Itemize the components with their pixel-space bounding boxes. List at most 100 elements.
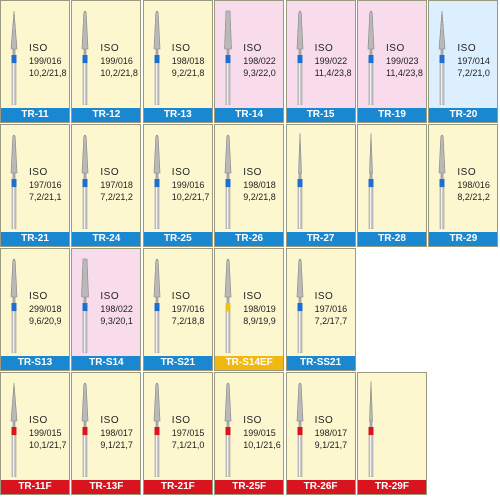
diamond-bur-icon [82, 382, 89, 477]
iso-dimensions: 8,2/21,2 [457, 192, 490, 202]
color-band [154, 303, 160, 311]
bur-shank-highlight [370, 63, 371, 105]
bur-neck [226, 421, 230, 427]
bur-spec: ISO 197/016 7,2/17,7 [315, 291, 348, 327]
iso-label: ISO [457, 167, 477, 178]
diamond-bur-icon [153, 134, 161, 229]
bur-neck [440, 173, 444, 179]
iso-label: ISO [29, 167, 48, 178]
iso-code: 198/018 [171, 56, 205, 66]
iso-dimensions: 10,2/21,7 [171, 192, 210, 202]
bur-code-label: TR-26 [215, 232, 284, 246]
iso-label: ISO [171, 415, 191, 426]
diamond-grit [439, 134, 446, 174]
bur-card: ISO 199/016 10,2/21,7 TR-25 [142, 124, 213, 247]
bur-card: ISO 197/018 7,2/21,2 TR-24 [71, 124, 142, 247]
bur-shank-highlight [370, 187, 371, 229]
bur-spec: ISO 197/018 7,2/21,2 [100, 167, 133, 203]
bur-card: ISO 199/015 10,1/21,6 TR-25F [214, 372, 285, 495]
bur-code-label: TR-21F [143, 480, 212, 494]
diamond-grit [153, 258, 161, 298]
color-band [154, 179, 160, 187]
iso-dimensions: 7,2/21,2 [100, 192, 133, 202]
bur-code-label: TR-S21 [143, 356, 212, 370]
iso-code: 197/016 [171, 304, 205, 314]
iso-label: ISO [171, 43, 191, 54]
bur-shank-highlight [155, 63, 157, 105]
bur-shank-highlight [13, 63, 14, 105]
diamond-grit [296, 382, 303, 422]
diamond-bur-icon [368, 132, 374, 229]
bur-spec: ISO 197/016 7,2/21,1 [29, 167, 62, 203]
bur-shank-highlight [227, 311, 229, 353]
bur-neck [83, 49, 87, 55]
bur-code-label: TR-11 [1, 108, 69, 122]
diamond-grit [82, 10, 89, 50]
bur-code-label: TR-S14EF [215, 356, 284, 370]
diamond-grit [369, 380, 373, 422]
diamond-grit [369, 132, 373, 174]
bur-code-label: TR-29F [358, 480, 426, 494]
diamond-bur-icon [153, 10, 161, 105]
bur-neck [298, 421, 302, 427]
color-band [11, 55, 17, 63]
iso-code: 198/022 [100, 304, 133, 314]
bur-shank-highlight [227, 435, 229, 477]
bur-code-label: TR-25F [215, 480, 284, 494]
color-band [439, 55, 445, 63]
bur-shank-highlight [155, 435, 157, 477]
iso-label: ISO [314, 291, 334, 302]
bur-neck [226, 49, 230, 55]
diamond-grit [367, 10, 375, 50]
bur-shank-highlight [298, 311, 300, 353]
iso-label: ISO [100, 415, 120, 426]
iso-label: ISO [171, 291, 191, 302]
iso-label: ISO [314, 43, 334, 54]
diamond-bur-icon [439, 134, 446, 229]
diamond-grit [153, 134, 161, 174]
bur-card: ISO 299/018 9,6/20,9 TR-S13 [0, 248, 70, 371]
diamond-head [10, 10, 18, 50]
bur-card: ISO 198/018 9,2/21,8 TR-13 [142, 0, 213, 123]
iso-label: ISO [29, 415, 48, 426]
diamond-head [10, 382, 18, 422]
diamond-head [81, 258, 90, 298]
iso-code: 198/016 [457, 180, 490, 190]
diamond-grit [10, 258, 18, 298]
iso-dimensions: 10,1/21,6 [243, 440, 281, 450]
bur-neck [83, 421, 87, 427]
bur-card: TR-28 [357, 124, 427, 247]
bur-shank-highlight [298, 63, 300, 105]
bur-code-label: TR-S14 [72, 356, 141, 370]
color-band [11, 427, 17, 435]
iso-code: 199/015 [29, 428, 62, 438]
bur-card: TR-29F [357, 372, 427, 495]
bur-spec: ISO 198/016 8,2/21,2 [457, 167, 490, 203]
bur-spec: ISO 197/014 7,2/21,0 [457, 43, 490, 79]
iso-dimensions: 7,2/18,8 [171, 316, 205, 326]
iso-dimensions: 9,6/20,9 [29, 316, 62, 326]
diamond-bur-icon [81, 258, 90, 353]
diamond-grit [153, 10, 161, 50]
color-band [297, 55, 303, 63]
color-band [225, 55, 231, 63]
color-band [297, 427, 303, 435]
bur-spec: ISO 198/017 9,1/21,7 [315, 415, 348, 451]
bur-neck [83, 173, 87, 179]
bur-spec: ISO 198/018 9,2/21,8 [243, 167, 276, 203]
iso-dimensions: 11,4/23,8 [386, 68, 423, 78]
bur-code-label: TR-28 [358, 232, 426, 246]
diamond-grit [224, 134, 232, 174]
iso-label: ISO [314, 415, 334, 426]
bur-code-label: TR-26F [286, 480, 355, 494]
iso-code: 199/015 [243, 428, 276, 438]
iso-code: 199/023 [386, 56, 419, 66]
bur-code-label: TR-12 [72, 108, 141, 122]
iso-code: 197/016 [29, 180, 62, 190]
bur-shank-highlight [84, 187, 86, 229]
bur-card: ISO 198/016 8,2/21,2 TR-29 [428, 124, 499, 247]
diamond-bur-icon [224, 258, 232, 353]
color-band [11, 179, 17, 187]
bur-card: ISO 199/023 11,4/23,8 TR-19 [357, 0, 427, 123]
bur-neck [155, 49, 159, 55]
